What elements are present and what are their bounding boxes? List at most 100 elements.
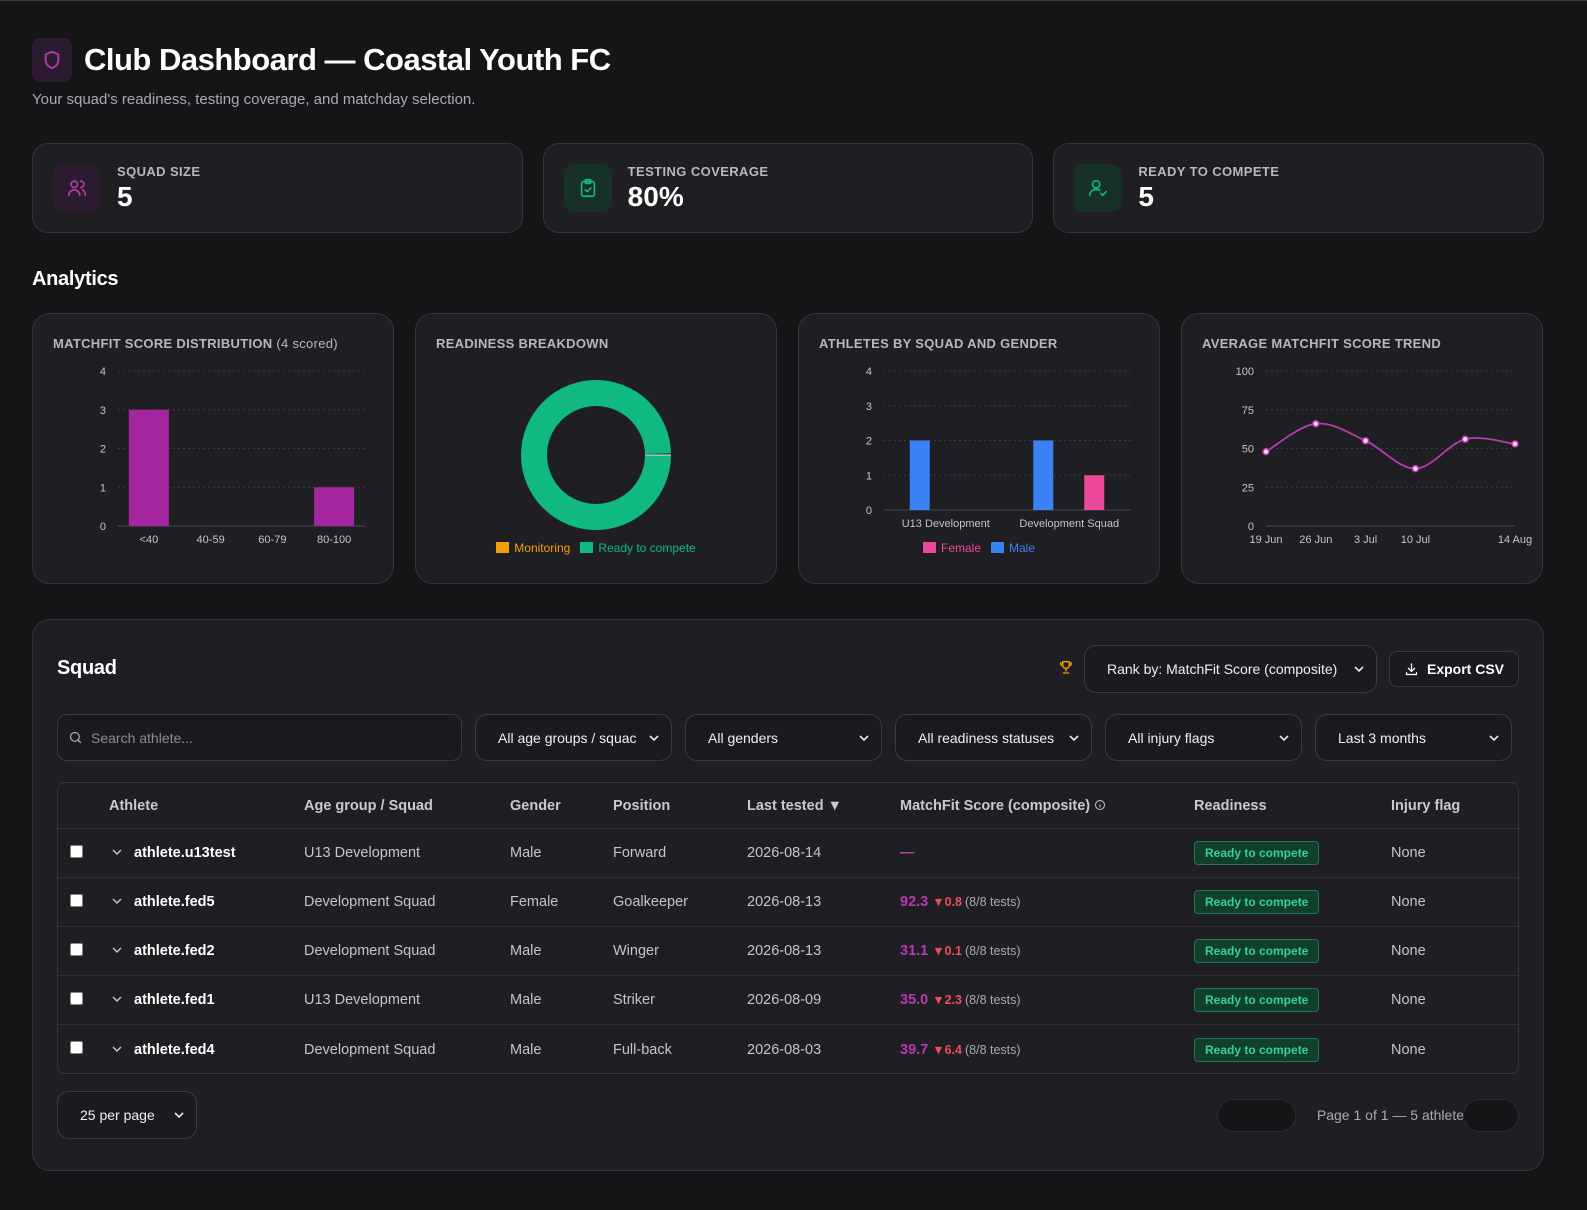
position-cell: Striker (613, 992, 655, 1008)
x-tick-label: U13 Development (902, 518, 990, 530)
data-point-5 (1511, 440, 1519, 448)
status-badge: Ready to compete (1194, 988, 1320, 1012)
gender-cell: Male (510, 1041, 542, 1058)
score-tests: (8/8 tests) (964, 993, 1021, 1007)
athlete-name[interactable]: athlete.fed5 (134, 894, 215, 910)
score-cell: 39.7 ▼6.4 (8/8 tests) (900, 1042, 1021, 1058)
position-cell: Full-back (613, 1041, 672, 1058)
rank-by-select[interactable]: Rank by: MatchFit Score (composite) (1084, 645, 1377, 693)
column-header-age-group[interactable]: Age group / Squad (304, 797, 433, 814)
export-csv-button[interactable]: Export CSV (1389, 651, 1519, 687)
table-header: Athlete Age group / Squad Gender Positio… (58, 783, 1518, 829)
readiness-cell: Ready to compete (1194, 939, 1320, 963)
athlete-name[interactable]: athlete.fed2 (134, 943, 215, 959)
column-header-injury[interactable]: Injury flag (1391, 797, 1461, 814)
squad-panel: Squad Rank by: MatchFit Score (composite… (32, 619, 1544, 1171)
bar-0 (128, 409, 169, 526)
search-input[interactable] (91, 729, 431, 746)
bar-male-0 (909, 440, 930, 510)
last-tested-cell: 2026-08-14 (747, 845, 822, 861)
athlete-name[interactable]: athlete.fed4 (134, 1041, 215, 1058)
status-badge: Ready to compete (1194, 939, 1320, 963)
row-checkbox[interactable] (70, 844, 83, 862)
y-tick-label: 75 (1242, 405, 1254, 417)
column-header-last-tested[interactable]: Last tested ▼ (747, 797, 842, 814)
readiness-donut-chart (521, 380, 671, 530)
date-range-filter[interactable]: Last 3 months (1315, 714, 1512, 761)
x-tick-label: 60-79 (258, 534, 286, 546)
readiness-filter[interactable]: All readiness statuses (895, 714, 1092, 761)
next-page-button[interactable] (1463, 1099, 1519, 1132)
per-page-select[interactable]: 25 per page (57, 1091, 197, 1139)
score-delta: ▼6.4 (932, 1042, 962, 1057)
gender-filter[interactable]: All genders (685, 714, 882, 761)
chart-card-readiness-breakdown: READINESS BREAKDOWN Monitoring Ready to … (415, 313, 777, 584)
table-row[interactable]: athlete.u13test U13 Development Male Forwar… (58, 829, 1518, 878)
row-checkbox[interactable] (70, 991, 83, 1009)
stat-value: 5 (1138, 180, 1154, 212)
column-header-readiness[interactable]: Readiness (1194, 797, 1267, 814)
position-cell: Winger (613, 943, 659, 959)
download-icon (1405, 662, 1418, 675)
column-header-gender[interactable]: Gender (510, 797, 561, 814)
column-header-athlete[interactable]: Athlete (109, 797, 159, 814)
search-icon (69, 731, 82, 744)
score-tests: (8/8 tests) (964, 1042, 1021, 1057)
age-group-filter[interactable]: All age groups / squac (475, 714, 672, 761)
readiness-cell: Ready to compete (1194, 988, 1320, 1012)
chart-legend: Monitoring Ready to compete (416, 541, 776, 555)
table-row[interactable]: athlete.fed5 Development Squad Female Goalk… (58, 878, 1518, 927)
score-delta: ▼0.1 (932, 944, 962, 958)
score-value: 31.1 (900, 943, 929, 959)
score-trend-chart: 0 25 50 75 100 19 Jun 26 Jun 3 Jul 10 Jul 14 Aug (1236, 366, 1532, 546)
expand-row-icon[interactable] (112, 1042, 122, 1058)
x-tick-label: 14 Aug (1498, 534, 1532, 546)
page-title: Club Dashboard — Coastal Youth FC (84, 42, 611, 77)
chevron-down-icon (1354, 666, 1364, 673)
position-cell: Goalkeeper (613, 894, 688, 910)
y-tick-label: 25 (1242, 482, 1254, 494)
clipboard-check-icon (563, 164, 612, 212)
y-tick-label: 1 (866, 470, 872, 482)
row-checkbox[interactable] (70, 1041, 83, 1058)
chevron-down-icon (1489, 734, 1499, 741)
stats-row: SQUAD SIZE 5 TESTING COVERAGE 80% READY … (32, 143, 1545, 233)
stat-card-testing-coverage: TESTING COVERAGE 80% (542, 143, 1034, 233)
expand-row-icon[interactable] (112, 992, 122, 1008)
row-checkbox[interactable] (70, 942, 83, 960)
analytics-heading: Analytics (32, 268, 119, 290)
x-tick-label: 19 Jun (1249, 534, 1282, 546)
squad-heading: Squad (57, 657, 117, 679)
bar-male-1 (1033, 440, 1054, 510)
table-row[interactable]: athlete.fed4 Development Squad Male Full-ba… (58, 1025, 1518, 1073)
expand-row-icon[interactable] (112, 943, 122, 959)
stat-value: 5 (117, 180, 133, 212)
expand-row-icon[interactable] (112, 845, 122, 861)
athlete-name[interactable]: athlete.fed1 (134, 992, 215, 1008)
info-icon[interactable] (1094, 799, 1106, 811)
filter-bar: All age groups / squac All genders All r… (57, 714, 1519, 761)
chevron-down-icon (174, 1112, 184, 1119)
injury-filter[interactable]: All injury flags (1105, 714, 1302, 761)
table-row[interactable]: athlete.fed1 U13 Development Male Striker 20… (58, 976, 1518, 1025)
injury-cell: None (1391, 894, 1426, 910)
row-checkbox[interactable] (70, 893, 83, 911)
gender-cell: Male (510, 943, 542, 959)
score-value: 35.0 (900, 992, 929, 1008)
expand-row-icon[interactable] (112, 894, 122, 910)
search-box[interactable] (57, 714, 462, 761)
data-point-2 (1361, 437, 1370, 445)
previous-page-button[interactable] (1217, 1099, 1296, 1132)
page-header: Club Dashboard — Coastal Youth FC (32, 38, 611, 82)
x-tick-label: Development Squad (1019, 518, 1119, 530)
table-row[interactable]: athlete.fed2 Development Squad Male Winger 2… (58, 927, 1518, 976)
column-header-position[interactable]: Position (613, 797, 671, 814)
donut-slice-1 (521, 380, 671, 530)
readiness-cell: Ready to compete (1194, 1037, 1320, 1062)
gender-cell: Male (510, 992, 542, 1008)
column-header-score[interactable]: MatchFit Score (composite) (900, 798, 1106, 814)
x-tick-label: 26 Jun (1299, 534, 1332, 546)
table-body: athlete.u13test U13 Development Male Forwar… (58, 829, 1518, 1073)
athlete-name[interactable]: athlete.u13test (134, 845, 236, 861)
score-value: 39.7 (900, 1041, 929, 1058)
